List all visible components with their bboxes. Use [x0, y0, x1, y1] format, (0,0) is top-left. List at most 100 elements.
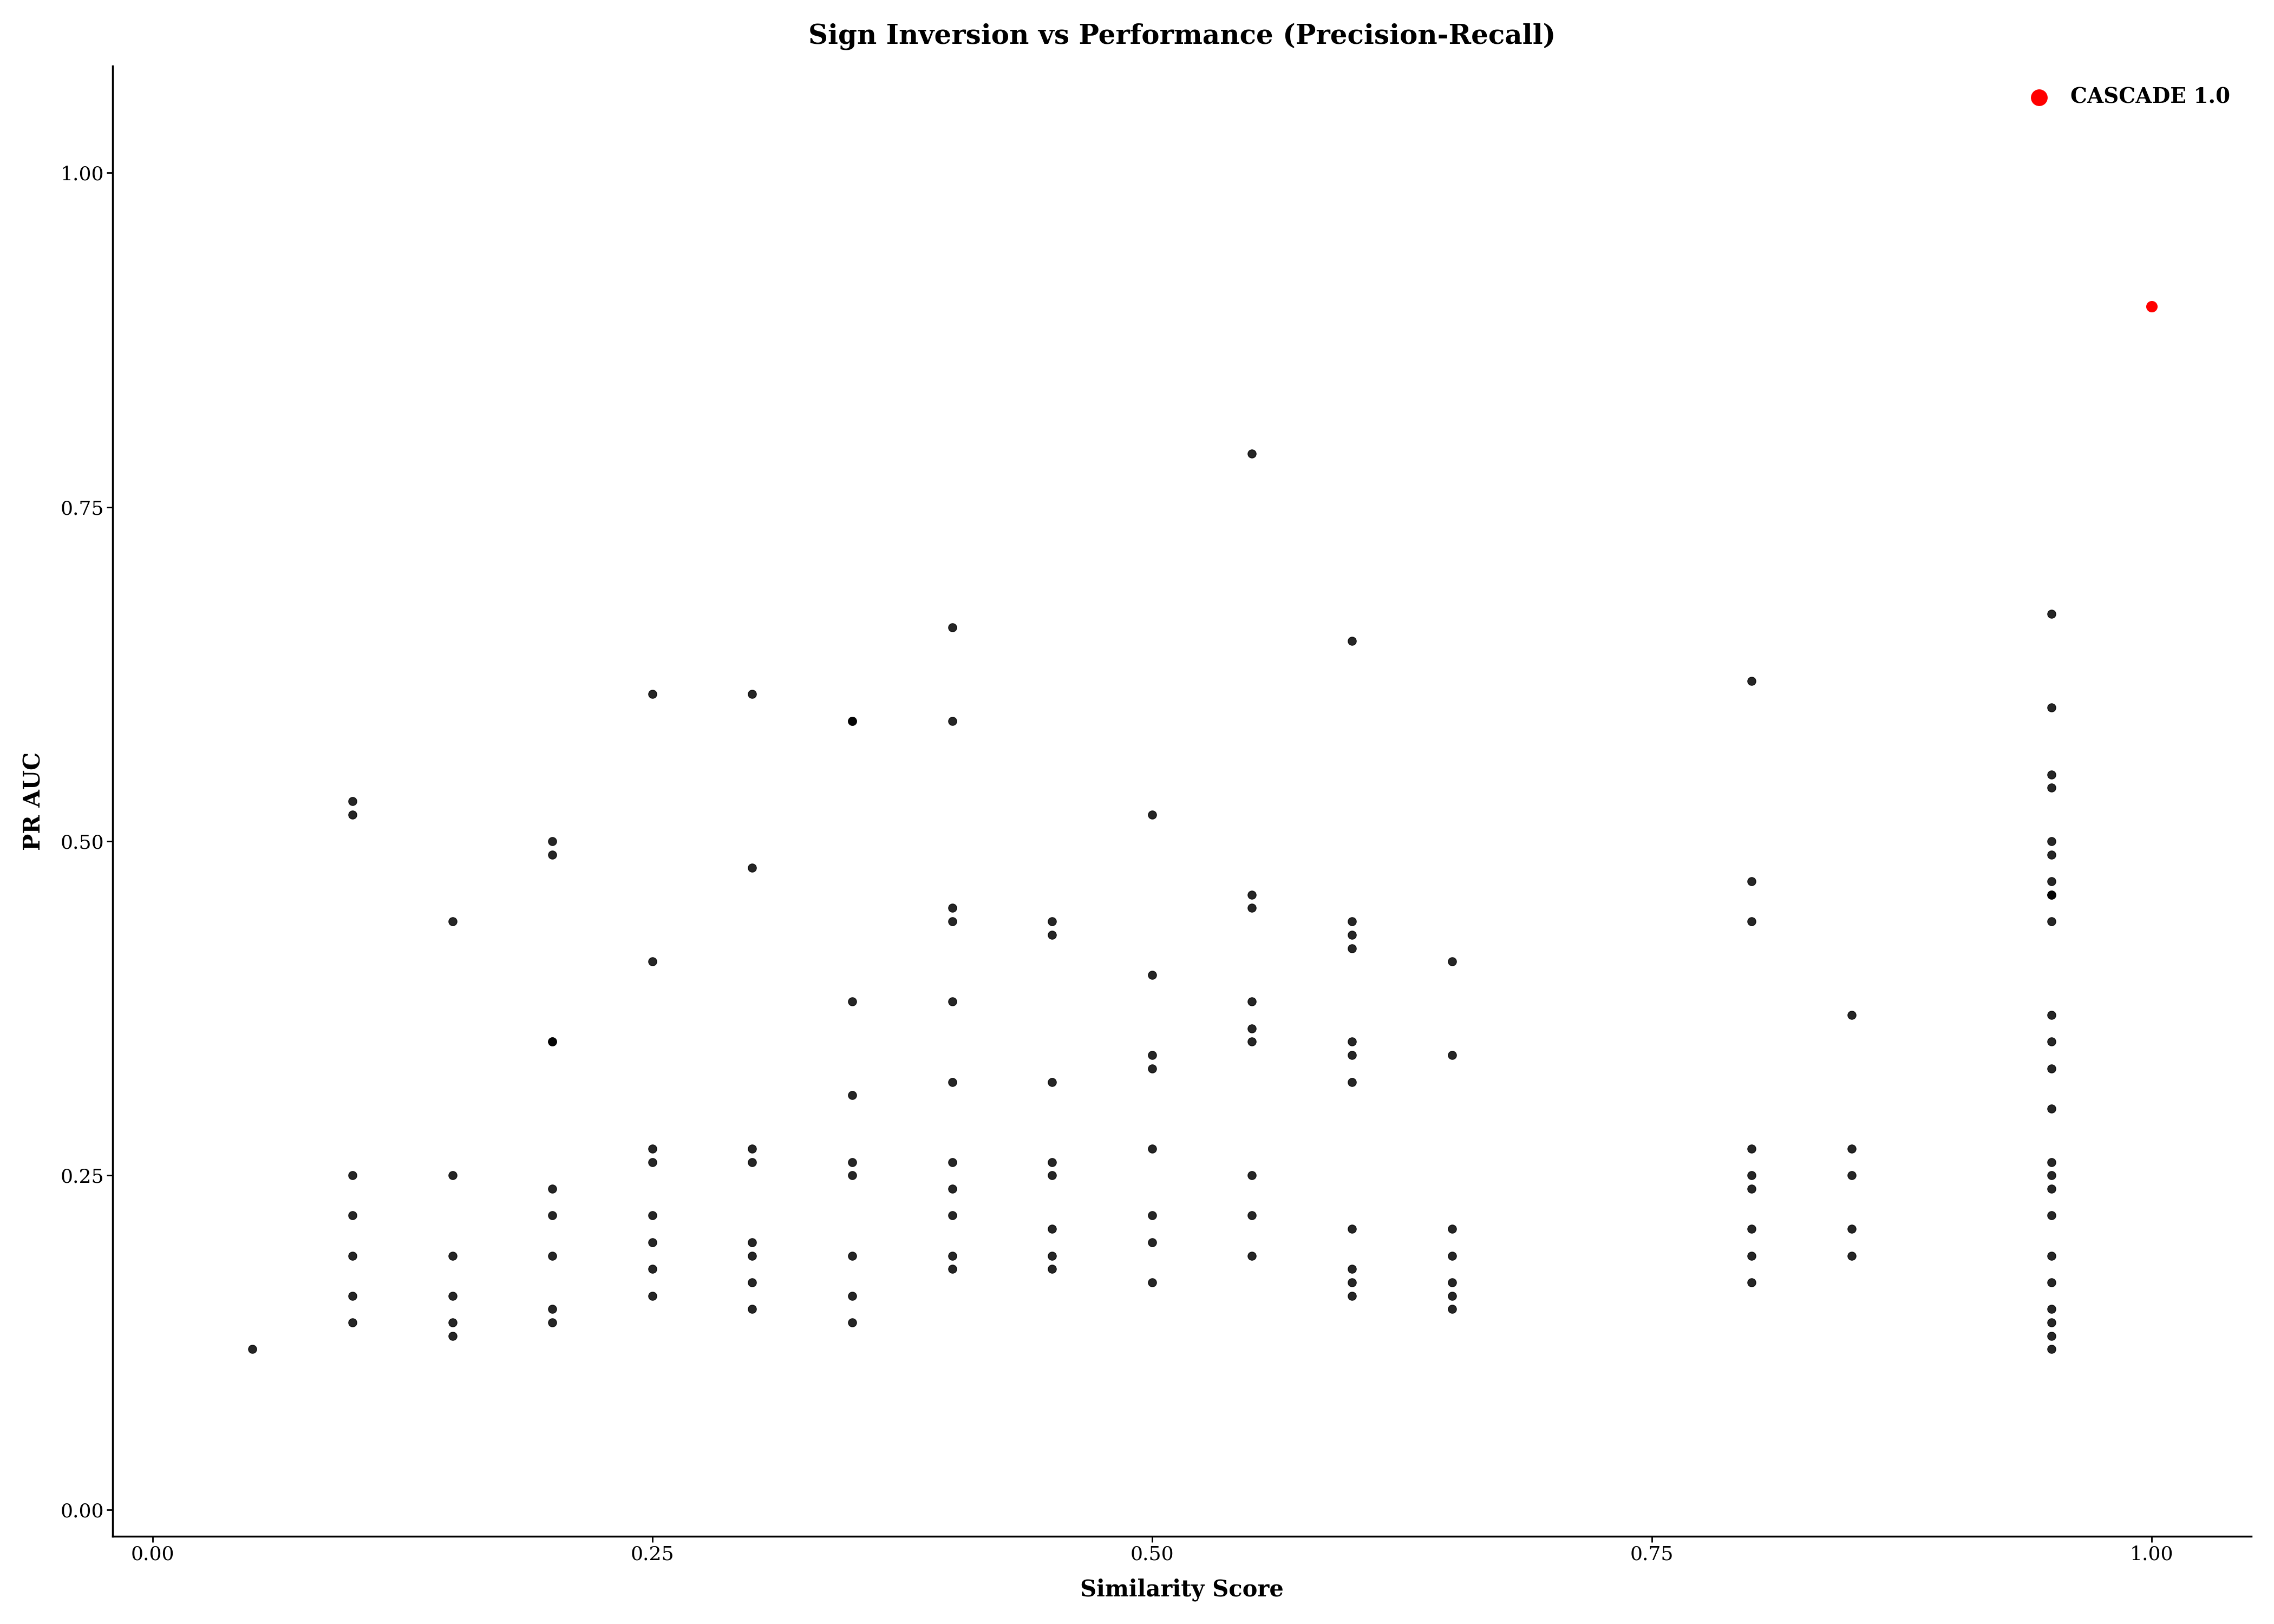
Point [334, 1283, 371, 1309]
Point [2033, 1324, 2069, 1350]
Point [835, 1163, 871, 1189]
Point [534, 1202, 571, 1228]
Point [1833, 1135, 1869, 1161]
Point [835, 708, 871, 734]
X-axis label: Similarity Score: Similarity Score [1080, 1579, 1285, 1601]
Point [534, 1242, 571, 1268]
Point [334, 1163, 371, 1189]
Point [1433, 1216, 1469, 1242]
Point [2033, 869, 2069, 895]
Point [434, 1324, 471, 1350]
Point [1335, 1028, 1371, 1054]
Point [634, 948, 671, 974]
Point [2033, 1270, 2069, 1296]
Point [334, 1242, 371, 1268]
Point [1335, 1283, 1371, 1309]
Point [1335, 628, 1371, 654]
Point [1235, 1028, 1271, 1054]
Point [1833, 1242, 1869, 1268]
Point [2033, 1176, 2069, 1202]
Point [935, 1069, 971, 1095]
Point [1335, 1270, 1371, 1296]
Point [1135, 1270, 1171, 1296]
Point [1035, 908, 1071, 934]
Point [2033, 882, 2069, 908]
Point [735, 1270, 771, 1296]
Point [2033, 828, 2069, 854]
Point [1433, 948, 1469, 974]
Point [2033, 601, 2069, 627]
Point [434, 1283, 471, 1309]
Point [1733, 1135, 1769, 1161]
Point [1433, 1270, 1469, 1296]
Point [1135, 1056, 1171, 1082]
Point [1335, 1216, 1371, 1242]
Point [1235, 1163, 1271, 1189]
Point [735, 1150, 771, 1176]
Legend: CASCADE 1.0: CASCADE 1.0 [2008, 76, 2240, 119]
Point [735, 1135, 771, 1161]
Point [735, 1229, 771, 1255]
Point [2033, 841, 2069, 867]
Point [1135, 1202, 1171, 1228]
Point [735, 1242, 771, 1268]
Point [234, 1337, 271, 1363]
Point [935, 1255, 971, 1281]
Point [935, 1202, 971, 1228]
Point [634, 1283, 671, 1309]
Point [935, 614, 971, 640]
Point [2033, 1096, 2069, 1122]
Point [1135, 961, 1171, 987]
Point [534, 841, 571, 867]
Title: Sign Inversion vs Performance (Precision-Recall): Sign Inversion vs Performance (Precision… [807, 23, 1555, 50]
Point [434, 1163, 471, 1189]
Point [1433, 1296, 1469, 1322]
Point [735, 1296, 771, 1322]
Point [634, 680, 671, 706]
Y-axis label: PR AUC: PR AUC [23, 752, 45, 851]
Point [935, 989, 971, 1015]
Point [835, 1309, 871, 1335]
Point [1335, 1043, 1371, 1069]
Point [1833, 1002, 1869, 1028]
Point [2033, 1337, 2069, 1363]
Point [534, 1028, 571, 1054]
Point [2033, 1056, 2069, 1082]
Point [1135, 1043, 1171, 1069]
Point [835, 989, 871, 1015]
Point [1733, 667, 1769, 693]
Point [1335, 1069, 1371, 1095]
Point [2033, 1296, 2069, 1322]
Point [1733, 869, 1769, 895]
Point [634, 1150, 671, 1176]
Point [1733, 1176, 1769, 1202]
Point [1235, 1202, 1271, 1228]
Point [1035, 1242, 1071, 1268]
Point [1035, 1216, 1071, 1242]
Point [935, 908, 971, 934]
Point [835, 1242, 871, 1268]
Point [1135, 1229, 1171, 1255]
Point [634, 1229, 671, 1255]
Point [2033, 1202, 2069, 1228]
Point [1433, 1043, 1469, 1069]
Point [1335, 935, 1371, 961]
Point [1733, 1242, 1769, 1268]
Point [2033, 762, 2069, 788]
Point [1335, 1255, 1371, 1281]
Point [1833, 1163, 1869, 1189]
Point [634, 1255, 671, 1281]
Point [2033, 1242, 2069, 1268]
Point [2033, 882, 2069, 908]
Point [935, 1242, 971, 1268]
Point [1335, 908, 1371, 934]
Point [1035, 1163, 1071, 1189]
Point [1433, 1283, 1469, 1309]
Point [1733, 908, 1769, 934]
Point [2033, 1028, 2069, 1054]
Point [1035, 1150, 1071, 1176]
Point [334, 788, 371, 814]
Point [2033, 775, 2069, 801]
Point [534, 1176, 571, 1202]
Point [1035, 922, 1071, 948]
